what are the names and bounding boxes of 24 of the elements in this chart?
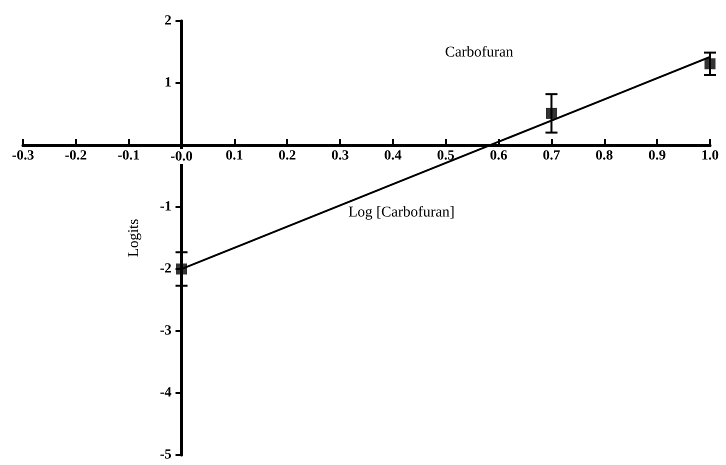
x-tick-label: 0.3 [331,148,349,164]
x-axis-title: Log [Carbofuran] [348,204,455,220]
y-tick-label: -2 [160,262,172,276]
x-tick-label: -0.3 [12,148,34,164]
x-tick-label: 0.8 [596,148,614,164]
x-tick-label: 0.4 [384,148,402,164]
x-tick-label: 1.0 [701,148,719,164]
x-tick-label: 0.6 [490,148,508,164]
y-tick-label: -4 [160,386,172,400]
x-tick-label: 0.2 [278,148,296,164]
x-tick-label: 0.9 [648,148,666,164]
x-tick-label: 0.1 [226,148,244,164]
x-tick-label: 0.5 [437,148,455,164]
y-axis-title: Logits [126,218,142,258]
x-tick-label: -0.2 [64,148,87,164]
x-tick-label: 0.7 [542,148,560,164]
y-tick-label: -1 [160,200,172,214]
x-tick-label: -0.0 [170,150,193,164]
x-tick-label: -0.1 [118,148,140,164]
y-tick-label: -3 [160,324,172,338]
y-tick-label: 2 [164,14,172,28]
y-tick-label: -5 [160,448,172,462]
text: Carbofuran [445,44,514,60]
y-tick-label: 1 [164,76,172,90]
